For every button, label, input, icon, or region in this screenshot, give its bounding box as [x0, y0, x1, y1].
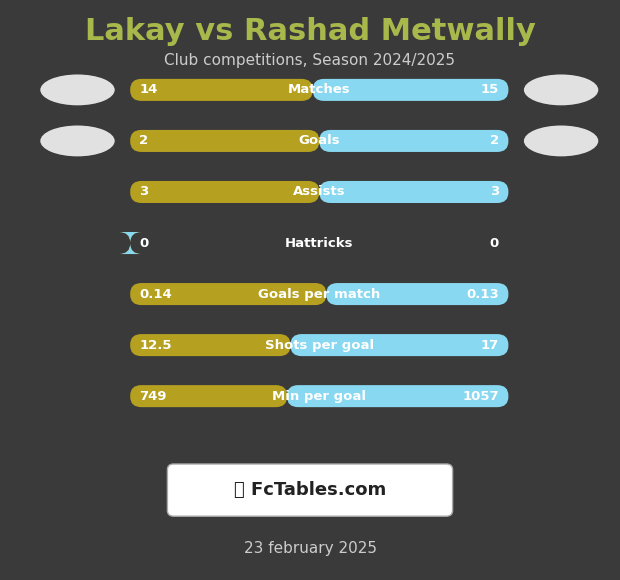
FancyBboxPatch shape — [167, 464, 453, 516]
Text: Goals per match: Goals per match — [258, 288, 381, 300]
Text: 3: 3 — [490, 186, 499, 198]
Ellipse shape — [40, 125, 115, 157]
Text: 1057: 1057 — [463, 390, 499, 403]
Ellipse shape — [40, 74, 115, 106]
FancyBboxPatch shape — [130, 130, 319, 152]
FancyBboxPatch shape — [130, 334, 290, 356]
Text: 749: 749 — [140, 390, 167, 403]
Text: 15: 15 — [481, 84, 499, 96]
Text: 0: 0 — [490, 237, 499, 249]
FancyBboxPatch shape — [290, 334, 508, 356]
FancyBboxPatch shape — [287, 385, 508, 407]
FancyBboxPatch shape — [326, 283, 508, 305]
Text: 14: 14 — [140, 84, 158, 96]
Text: Min per goal: Min per goal — [272, 390, 366, 403]
Text: 0.13: 0.13 — [466, 288, 499, 300]
FancyBboxPatch shape — [119, 232, 141, 254]
Text: 0: 0 — [140, 237, 149, 249]
Text: Shots per goal: Shots per goal — [265, 339, 374, 351]
Text: Matches: Matches — [288, 84, 351, 96]
FancyBboxPatch shape — [130, 79, 312, 101]
FancyBboxPatch shape — [312, 79, 508, 101]
Text: Goals: Goals — [298, 135, 340, 147]
Text: 2: 2 — [490, 135, 499, 147]
FancyBboxPatch shape — [130, 385, 287, 407]
Text: 0.14: 0.14 — [140, 288, 172, 300]
Text: 📊 FcTables.com: 📊 FcTables.com — [234, 481, 386, 499]
Text: 23 february 2025: 23 february 2025 — [244, 541, 376, 556]
Ellipse shape — [524, 74, 598, 106]
FancyBboxPatch shape — [130, 181, 319, 203]
Text: Hattricks: Hattricks — [285, 237, 353, 249]
Text: Lakay vs Rashad Metwally: Lakay vs Rashad Metwally — [84, 17, 536, 46]
Text: 12.5: 12.5 — [140, 339, 172, 351]
Ellipse shape — [524, 125, 598, 157]
FancyBboxPatch shape — [319, 181, 508, 203]
Text: Assists: Assists — [293, 186, 345, 198]
FancyBboxPatch shape — [130, 283, 326, 305]
Text: 2: 2 — [140, 135, 149, 147]
Text: 17: 17 — [481, 339, 499, 351]
Text: Club competitions, Season 2024/2025: Club competitions, Season 2024/2025 — [164, 53, 456, 68]
Text: 3: 3 — [140, 186, 149, 198]
FancyBboxPatch shape — [119, 232, 141, 254]
FancyBboxPatch shape — [319, 130, 508, 152]
